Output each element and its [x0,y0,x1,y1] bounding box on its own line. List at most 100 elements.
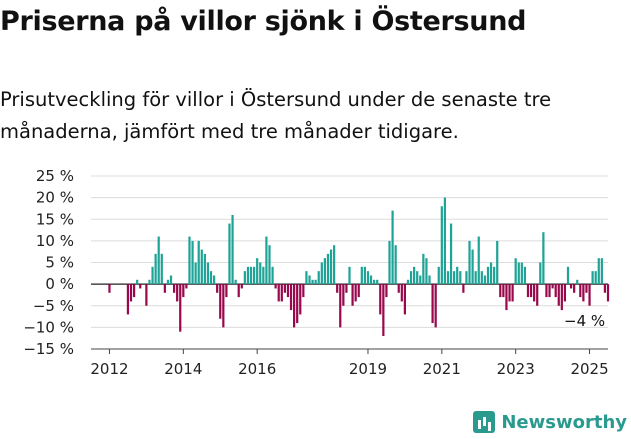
bar [582,284,585,302]
bar [573,284,576,293]
y-tick-label: −10 % [23,318,74,336]
bar [477,236,480,285]
bar [163,284,166,293]
bar [523,266,527,285]
bar [212,275,216,285]
bar [234,279,237,285]
y-tick-label: −5 % [33,297,74,315]
bar [145,284,148,306]
bar [197,240,200,285]
bar [342,284,345,306]
gridlines [91,175,608,350]
bar [449,223,453,285]
bar [320,262,323,285]
bar [517,262,520,285]
bar [394,245,397,285]
bar [345,284,348,293]
bar [228,223,231,285]
bar [222,284,225,328]
bar [336,284,339,293]
bar [499,284,502,298]
bar [533,284,536,302]
bar [191,240,194,285]
bar [416,271,419,285]
bar [339,284,342,328]
bar [249,266,253,285]
bar [246,266,250,285]
x-tick-label: 2014 [164,360,202,378]
bar [225,284,228,298]
bar [505,284,508,311]
bar [286,284,290,298]
bar [440,206,443,285]
bar [206,262,210,285]
axes: 25 % 20 % 15 % 10 % 5 % 0 % −5 % −10 % −15 % 2012… [23,167,608,378]
x-tick-label: 2016 [238,360,276,378]
bar [203,253,206,285]
bar [539,262,542,285]
bar [443,197,447,285]
chart-subtitle: Prisutveckling för villor i Östersund un… [0,88,552,143]
bar [277,284,280,302]
bar [456,266,459,285]
bar [265,236,268,285]
bar [514,258,517,285]
bar [108,284,111,293]
bar [385,284,388,298]
bar [366,271,370,285]
bar [302,284,305,298]
bar [194,262,197,285]
bar [382,284,385,337]
last-value-annotation: −4 % [564,312,605,330]
bar [305,271,308,285]
bar [154,253,157,285]
bar [354,284,357,302]
bar [409,271,413,285]
bar [465,271,468,285]
bar [136,279,139,285]
y-tick-label: −15 % [23,340,74,358]
chart-title: Priserna på villor sjönk i Östersund [0,6,527,37]
bar-series [108,197,610,337]
bar [274,284,277,289]
bar [160,253,163,285]
bar [333,245,336,285]
bar [468,240,471,285]
bar [151,266,154,285]
bar [606,284,610,302]
bar [179,284,182,332]
bar [317,271,320,285]
bar [280,284,283,302]
bar [459,271,462,285]
bar [363,266,366,285]
bar [551,284,554,289]
bar [431,284,434,324]
bar [373,279,376,285]
bar [474,271,477,285]
bar [216,284,219,293]
chart-bars-icon [473,411,496,433]
bar [293,284,296,328]
bar [314,279,317,285]
bar [188,236,191,285]
bar [360,266,363,285]
bar [603,284,607,293]
bar [132,284,136,298]
bar [493,266,496,285]
bar [413,266,416,285]
bar [437,266,440,285]
bar [369,275,373,285]
bar [311,279,314,285]
bar [262,266,265,285]
bar [169,275,173,285]
bar [502,284,505,298]
bar [554,284,557,298]
bar [200,249,203,285]
y-tick-label: 15 % [36,210,74,228]
x-tick-label: 2021 [423,360,461,378]
bar [406,279,410,285]
bar [219,284,222,319]
bar [259,262,262,285]
bar [434,284,437,328]
